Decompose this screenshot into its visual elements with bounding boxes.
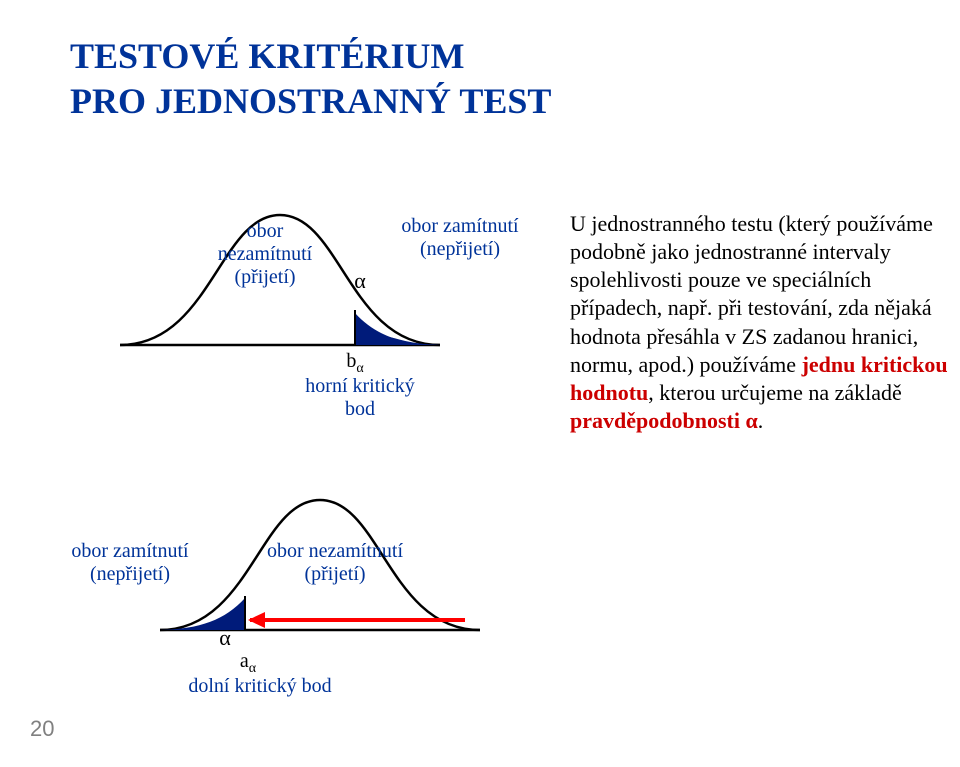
alpha-bot-text: α [219,625,231,650]
alpha-top-text: α [354,268,366,293]
label-bot-nezamitnuti: obor nezamítnutí (přijetí) [250,540,420,586]
label-bot-alpha: α [205,625,245,650]
label-top-nezamitnuti-t2: nezamítnutí [218,243,312,265]
label-b-alpha: bα [335,350,375,377]
label-top-nezamitnuti-t3: (přijetí) [234,266,295,288]
horni-krit-t2: bod [345,398,375,420]
para-post: . [758,408,764,433]
para-bold2: pravděpodobnosti α [570,408,758,433]
label-bot-zam-t1: obor zamítnutí [71,540,188,562]
label-top-zam-t1: obor zamítnutí [401,215,518,237]
label-bot-nezam-t1: obor nezamítnutí [267,540,403,562]
label-top-zam-t2: (nepřijetí) [420,238,500,260]
label-top-alpha: α [340,268,380,293]
title-text-1: TESTOVÉ KRITÉRIUM [70,36,464,76]
label-top-zamitnuti: obor zamítnutí (nepřijetí) [380,215,540,261]
b-alpha-text: bα [346,350,363,372]
label-top-nezamitnuti: obor nezamítnutí (přijetí) [190,220,340,289]
para-mid: , kterou určujeme na základě [648,380,901,405]
label-a-alpha: aα [228,650,268,677]
label-horni-krit: horní kritický bod [285,375,435,421]
paragraph: U jednostranného testu (který používáme … [570,210,950,435]
diagram: obor nezamítnutí (přijetí) α obor zamítn… [70,200,550,720]
title-line-2: PRO JEDNOSTRANNÝ TEST [70,80,551,122]
label-dolni-krit: dolní kritický bod [165,675,355,698]
label-bot-nezam-t2: (přijetí) [304,563,365,585]
title-line-1: TESTOVÉ KRITÉRIUM [70,35,464,77]
label-bot-zam-t2: (nepřijetí) [90,563,170,585]
title-text-2: PRO JEDNOSTRANNÝ TEST [70,81,551,121]
page-number-text: 20 [30,716,54,741]
label-bot-zamitnuti: obor zamítnutí (nepřijetí) [50,540,210,586]
page-number: 20 [30,716,54,742]
label-top-nezamitnuti-t1: obor [247,220,284,242]
content-area: obor nezamítnutí (přijetí) α obor zamítn… [70,200,890,720]
slide: TESTOVÉ KRITÉRIUM PRO JEDNOSTRANNÝ TEST [0,0,960,767]
horni-krit-t1: horní kritický [305,375,414,397]
dolni-krit-text: dolní kritický bod [188,675,331,697]
a-alpha-text: aα [240,650,256,672]
